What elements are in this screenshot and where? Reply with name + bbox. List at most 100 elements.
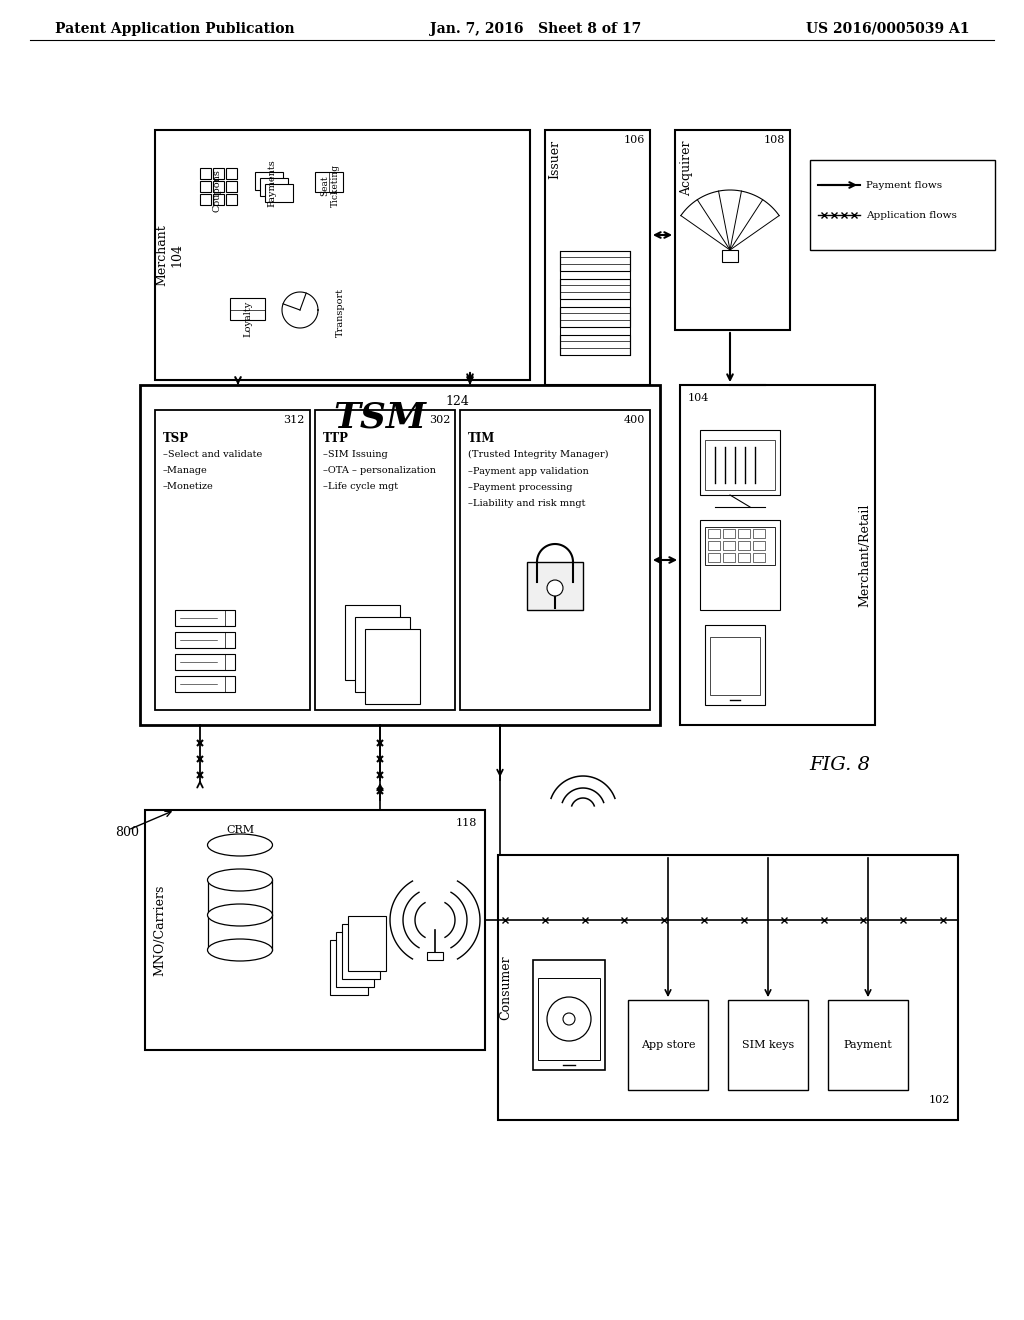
Text: 102: 102: [929, 1096, 950, 1105]
Bar: [213, 194, 224, 205]
Text: FIG. 8: FIG. 8: [810, 756, 870, 774]
Text: Transport: Transport: [336, 288, 344, 337]
Bar: [348, 916, 386, 972]
Circle shape: [547, 579, 563, 597]
Bar: [700, 430, 780, 495]
Bar: [560, 308, 630, 327]
Bar: [538, 978, 600, 1060]
Bar: [355, 616, 410, 692]
Text: 124: 124: [445, 395, 469, 408]
Text: –Select and validate: –Select and validate: [163, 450, 262, 459]
Text: 400: 400: [624, 414, 645, 425]
Text: 108: 108: [764, 135, 785, 145]
Text: App store: App store: [641, 1040, 695, 1049]
Text: –Life cycle mgt: –Life cycle mgt: [323, 482, 398, 491]
Bar: [700, 520, 780, 610]
Text: (Trusted Integrity Manager): (Trusted Integrity Manager): [468, 450, 608, 459]
Bar: [336, 932, 374, 987]
Text: –OTA – personalization: –OTA – personalization: [323, 466, 436, 475]
Bar: [728, 1001, 808, 1090]
Bar: [753, 529, 765, 539]
Bar: [560, 279, 630, 300]
Bar: [200, 194, 211, 205]
Text: Seat
Ticketing: Seat Ticketing: [321, 164, 340, 207]
Bar: [145, 810, 485, 1049]
Text: TTP: TTP: [323, 432, 349, 445]
Bar: [427, 952, 443, 960]
Text: –Manage: –Manage: [163, 466, 208, 475]
Text: 312: 312: [284, 414, 305, 425]
Bar: [315, 411, 455, 710]
Circle shape: [563, 1012, 575, 1026]
Text: –Monetize: –Monetize: [163, 482, 214, 491]
Text: Payments: Payments: [267, 160, 276, 207]
Bar: [705, 624, 765, 705]
Text: 800: 800: [115, 826, 139, 840]
Bar: [828, 1001, 908, 1090]
Bar: [534, 960, 605, 1071]
Bar: [175, 610, 234, 626]
Text: 104: 104: [688, 393, 710, 403]
Bar: [705, 527, 775, 565]
Bar: [365, 630, 420, 704]
Text: Coupons: Coupons: [213, 169, 221, 213]
Text: Jan. 7, 2016   Sheet 8 of 17: Jan. 7, 2016 Sheet 8 of 17: [430, 22, 641, 36]
Bar: [213, 168, 224, 180]
Text: Loyalty: Loyalty: [244, 301, 253, 337]
Text: 302: 302: [429, 414, 450, 425]
Text: TIM: TIM: [468, 432, 496, 445]
Text: SIM keys: SIM keys: [741, 1040, 795, 1049]
Bar: [498, 855, 958, 1119]
Text: Merchant/Retail: Merchant/Retail: [858, 503, 871, 607]
Bar: [708, 529, 720, 539]
Bar: [723, 529, 735, 539]
Bar: [226, 181, 237, 191]
Text: US 2016/0005039 A1: US 2016/0005039 A1: [807, 22, 970, 36]
Bar: [723, 541, 735, 550]
Text: Merchant
104: Merchant 104: [155, 224, 183, 286]
Bar: [226, 168, 237, 180]
Text: Payment flows: Payment flows: [866, 181, 942, 190]
Bar: [628, 1001, 708, 1090]
Bar: [527, 562, 583, 610]
Bar: [708, 553, 720, 562]
Bar: [226, 194, 237, 205]
Bar: [213, 181, 224, 191]
Bar: [753, 553, 765, 562]
Bar: [230, 298, 265, 319]
Text: Issuer: Issuer: [549, 140, 561, 180]
Bar: [545, 129, 650, 385]
Bar: [342, 924, 380, 979]
Bar: [175, 632, 234, 648]
Bar: [722, 249, 738, 261]
Circle shape: [547, 997, 591, 1041]
Bar: [255, 172, 283, 190]
Text: 106: 106: [624, 135, 645, 145]
Bar: [200, 181, 211, 191]
Text: CRM: CRM: [226, 825, 254, 836]
Text: –Liability and risk mngt: –Liability and risk mngt: [468, 499, 586, 508]
Ellipse shape: [208, 904, 272, 927]
Bar: [708, 541, 720, 550]
Text: –SIM Issuing: –SIM Issuing: [323, 450, 388, 459]
Polygon shape: [283, 292, 306, 310]
Text: Patent Application Publication: Patent Application Publication: [55, 22, 295, 36]
Bar: [175, 653, 234, 671]
Bar: [345, 605, 400, 680]
Bar: [680, 385, 874, 725]
Bar: [738, 541, 750, 550]
Text: MNO/Carriers: MNO/Carriers: [154, 884, 167, 975]
Bar: [710, 638, 760, 696]
Bar: [810, 160, 995, 249]
Bar: [200, 168, 211, 180]
Bar: [753, 541, 765, 550]
Text: 118: 118: [456, 818, 477, 828]
Text: –Payment app validation: –Payment app validation: [468, 467, 589, 477]
Text: TSP: TSP: [163, 432, 189, 445]
Bar: [705, 440, 775, 490]
Ellipse shape: [208, 939, 272, 961]
Bar: [560, 251, 630, 271]
Bar: [675, 129, 790, 330]
Text: Application flows: Application flows: [866, 210, 956, 219]
Bar: [265, 183, 293, 202]
